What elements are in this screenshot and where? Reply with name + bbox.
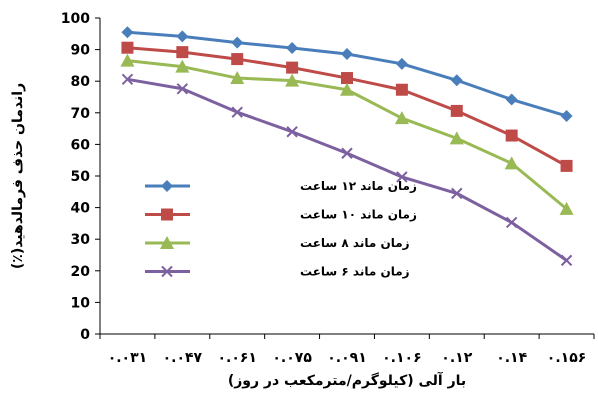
data-point-marker — [394, 111, 409, 125]
data-point-marker — [121, 41, 134, 54]
y-tick-label: 70 — [71, 106, 91, 122]
legend-label: زمان ماند ۱۰ ساعت — [300, 208, 417, 222]
x-tick-label: ۰.۰۳۱ — [108, 350, 148, 366]
x-tick-label: ۰.۰۹۱ — [327, 350, 367, 366]
x-tick-label: ۰.۱۰۶ — [382, 350, 422, 366]
y-tick-label: 60 — [71, 137, 91, 153]
data-point-marker — [121, 26, 134, 39]
y-tick-label: 40 — [71, 201, 91, 217]
series-1 — [121, 26, 573, 122]
data-point-marker — [505, 93, 518, 106]
legend-label: زمان ماند ۸ ساعت — [300, 236, 410, 250]
data-point-marker — [286, 126, 298, 138]
data-point-marker — [395, 57, 408, 70]
y-tick-label: 30 — [71, 232, 91, 248]
data-point-marker — [230, 71, 245, 85]
x-tick-label: ۰.۱۲ — [441, 350, 472, 366]
x-tick-label: ۰.۰۷۵ — [272, 350, 312, 366]
data-point-marker — [559, 201, 574, 215]
series-4 — [121, 73, 573, 267]
data-point-marker — [120, 53, 135, 67]
series-line — [127, 77, 568, 262]
data-point-marker — [175, 59, 190, 73]
data-point-marker — [395, 83, 408, 96]
data-point-marker — [560, 159, 573, 172]
y-axis-ticks: 0 10 20 30 40 50 60 70 80 90 100 — [61, 11, 100, 343]
data-point-marker — [450, 104, 463, 117]
data-point-marker — [505, 129, 518, 142]
y-axis-title: راندمان حذف فرمالدهید(٪) — [10, 83, 26, 269]
y-tick-label: 100 — [61, 11, 90, 27]
legend-marker — [161, 265, 173, 278]
data-point-marker — [176, 30, 189, 43]
data-point-marker — [450, 74, 463, 87]
data-point-marker — [121, 73, 134, 86]
data-point-marker — [341, 72, 353, 85]
x-tick-label: ۰.۰۴۷ — [163, 350, 203, 366]
y-tick-label: 90 — [71, 43, 91, 59]
data-point-marker — [231, 106, 243, 118]
y-tick-label: 10 — [71, 295, 91, 311]
data-point-marker — [176, 83, 189, 95]
data-point-marker — [231, 36, 244, 49]
y-tick-label: 50 — [71, 169, 91, 185]
legend-item: زمان ماند ۶ ساعت — [145, 265, 410, 279]
data-point-marker — [286, 42, 299, 55]
legend-label: زمان ماند ۱۲ ساعت — [300, 179, 417, 193]
y-tick-label: 80 — [71, 74, 91, 90]
legend-item: زمان ماند ۸ ساعت — [145, 236, 410, 250]
x-tick-label: ۰.۱۴ — [496, 350, 527, 366]
x-tick-label: ۰.۱۵۶ — [547, 350, 587, 366]
data-point-marker — [231, 53, 244, 66]
legend-label: زمان ماند ۶ ساعت — [300, 265, 410, 279]
x-axis-title: بار آلی (کیلوگرم/مترمکعب در روز) — [228, 371, 466, 389]
legend-marker — [161, 208, 173, 221]
data-point-marker — [505, 216, 518, 229]
legend: زمان ماند ۱۲ ساعت زمان ماند ۱۰ ساعت زمان م… — [145, 179, 417, 279]
series-3 — [120, 53, 574, 215]
legend-marker — [161, 180, 173, 192]
y-tick-label: 20 — [71, 264, 91, 280]
data-point-marker — [451, 187, 463, 200]
data-point-marker — [504, 156, 519, 170]
series-line — [127, 46, 568, 168]
legend-item: زمان ماند ۱۰ ساعت — [145, 208, 417, 222]
data-point-marker — [341, 48, 353, 61]
x-tick-label: ۰.۰۶۱ — [217, 350, 257, 366]
y-tick-label: 0 — [80, 327, 90, 343]
data-point-marker — [340, 82, 354, 96]
data-point-marker — [285, 73, 300, 87]
x-axis-ticks: ۰.۰۳۱ ۰.۰۴۷ ۰.۰۶۱ ۰.۰۷۵ ۰.۰۹۱ ۰.۱۰۶ ۰.۱۲ ۰.۱۴ ۰.… — [99, 334, 595, 366]
series-layer — [120, 26, 574, 267]
legend-item: زمان ماند ۱۲ ساعت — [145, 179, 417, 193]
data-point-marker — [176, 46, 189, 59]
data-point-marker — [286, 61, 299, 74]
data-point-marker — [341, 147, 353, 159]
series-2 — [121, 41, 573, 172]
data-point-marker — [560, 109, 573, 122]
data-point-marker — [449, 131, 464, 145]
data-point-marker — [560, 254, 573, 267]
data-point-marker — [396, 171, 408, 183]
legend-marker — [160, 236, 174, 249]
